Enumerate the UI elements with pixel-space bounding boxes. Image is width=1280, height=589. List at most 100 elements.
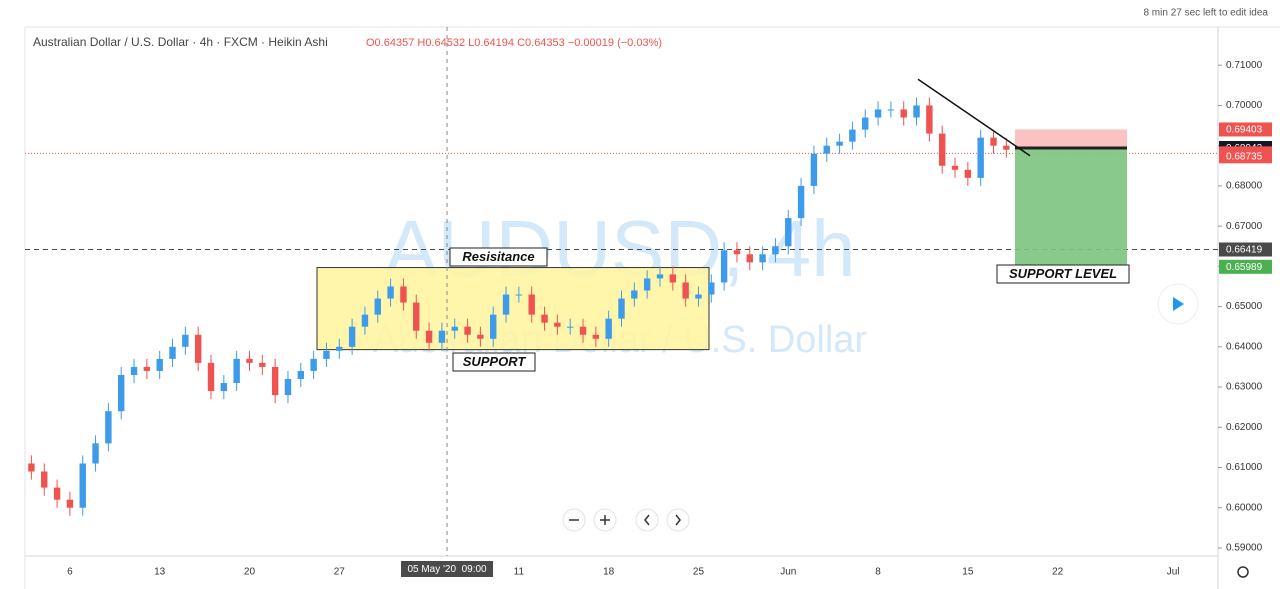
candle-body <box>323 350 330 359</box>
candle-body <box>720 250 728 283</box>
playback-controls <box>562 508 690 532</box>
candle-body <box>348 326 356 347</box>
candle-body <box>464 326 471 335</box>
y-tick-label: 0.61000 <box>1226 462 1263 473</box>
y-tick-label: 0.71000 <box>1226 60 1263 71</box>
crosshair-label: 05 May '20 09:00 <box>407 564 487 575</box>
candle-body <box>810 153 818 186</box>
candle-body <box>130 366 138 375</box>
candle-body <box>233 358 240 384</box>
candle-body <box>143 366 151 371</box>
candle-body <box>246 358 253 363</box>
candle-body <box>336 346 343 351</box>
x-tick-label: 11 <box>514 567 525 578</box>
settings-button[interactable] <box>1237 566 1249 578</box>
y-tick-label: 0.65000 <box>1226 301 1263 312</box>
candle-body <box>900 109 907 118</box>
x-tick-label: 22 <box>1052 567 1064 578</box>
x-tick-label: 18 <box>603 567 615 578</box>
x-tick-label: 20 <box>244 567 256 578</box>
candle-body <box>592 334 600 339</box>
x-tick-label: 13 <box>154 567 166 578</box>
candle-body <box>785 218 792 247</box>
candle-body <box>926 105 933 134</box>
annotation: Resisitance <box>462 249 534 264</box>
price-label: 0.66419 <box>1226 245 1263 256</box>
candle-body <box>759 254 766 263</box>
annotation-box <box>996 264 1130 284</box>
candle-body <box>413 302 420 331</box>
candle-body <box>951 165 959 170</box>
candle-body <box>887 109 895 111</box>
candle-body <box>528 294 535 315</box>
candle-body <box>118 374 125 412</box>
candle-body <box>297 370 305 379</box>
candle-body <box>502 294 510 315</box>
annotation: SUPPORT LEVEL <box>1009 266 1117 281</box>
candle-body <box>554 322 561 327</box>
candle-body <box>271 366 279 396</box>
price-label: 0.69403 <box>1226 125 1263 136</box>
scroll-left[interactable] <box>635 508 659 532</box>
candle-body <box>182 334 189 347</box>
price-label-tag <box>1219 149 1272 164</box>
trendline <box>917 78 1031 157</box>
candle-body <box>41 471 48 488</box>
candle-body <box>541 314 548 323</box>
candle-body <box>643 278 651 291</box>
candle-body <box>169 346 176 359</box>
candle-body <box>708 282 715 295</box>
price-label-tag <box>1219 259 1272 274</box>
stop-zone <box>1015 129 1127 149</box>
y-tick-label: 0.62000 <box>1226 422 1263 433</box>
scroll-right-icon <box>675 514 681 526</box>
candle-body <box>656 274 664 279</box>
candle-body <box>772 246 779 255</box>
candle-body <box>310 358 317 371</box>
candle-body <box>579 326 587 335</box>
play-icon <box>1173 297 1184 311</box>
candle-body <box>477 334 484 339</box>
candle-body <box>631 290 638 299</box>
candle-body <box>387 286 394 299</box>
candle-body <box>938 133 946 166</box>
y-tick-label: 0.67000 <box>1226 221 1263 232</box>
chart-title: Australian Dollar / U.S. Dollar · 4h · F… <box>33 35 328 49</box>
candle-body <box>425 330 433 343</box>
annotation: SUPPORT <box>463 354 527 369</box>
candle-body <box>695 294 702 299</box>
edit-notice: 8 min 27 sec left to edit idea <box>1143 8 1268 19</box>
price-label: 0.65989 <box>1226 262 1263 273</box>
candle-body <box>849 129 856 142</box>
scroll-right[interactable] <box>666 508 690 532</box>
candle-body <box>92 443 99 464</box>
candle-body <box>862 117 869 130</box>
candle-body <box>836 141 843 146</box>
y-tick-label: 0.60000 <box>1226 502 1263 513</box>
candle-body <box>1003 145 1010 150</box>
y-tick-label: 0.68000 <box>1226 181 1263 192</box>
ohlc-readout: O0.64357 H0.64532 L0.64194 C0.64353 −0.0… <box>366 37 662 49</box>
candle-body <box>361 314 369 327</box>
crosshair-label-bg <box>401 561 494 577</box>
candle-body <box>53 487 61 500</box>
x-tick-label: 8 <box>875 567 881 578</box>
scroll-left-icon <box>644 514 650 526</box>
candle-body <box>977 137 984 178</box>
candle-body <box>284 378 292 396</box>
candle-body <box>515 294 523 296</box>
x-tick-label: 6 <box>67 567 73 578</box>
candle-body <box>874 109 882 118</box>
candle-body <box>733 250 741 255</box>
candle-body <box>79 463 86 508</box>
y-tick-label: 0.59000 <box>1226 543 1263 554</box>
candle-body <box>618 298 625 319</box>
candle-body <box>28 463 35 472</box>
candle-body <box>605 318 612 339</box>
candle-body <box>823 145 830 154</box>
candle-body <box>66 499 74 508</box>
candle-body <box>990 137 997 146</box>
x-tick-label: 25 <box>693 567 705 578</box>
x-tick-label: 27 <box>334 567 346 578</box>
